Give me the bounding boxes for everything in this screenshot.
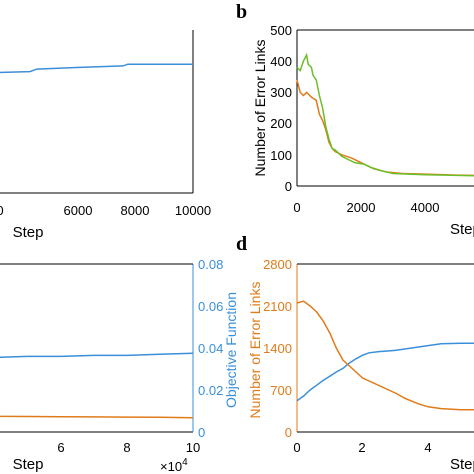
panel-c-xtick-10: 10 — [186, 440, 200, 455]
panel-a-series-line-0 — [0, 63, 193, 74]
panel-c: 0.08 0.06 0.04 0.02 0 Objective Function… — [0, 257, 239, 474]
panel-b-series-group — [296, 52, 474, 177]
panel-d-xtick-4: 4 — [424, 440, 431, 455]
panel-a-xtick-3: 10000 — [175, 203, 211, 218]
panel-d: d Number of Error Links 2800 2100 1400 7… — [236, 233, 474, 473]
panel-b-xtick-2000: 2000 — [347, 200, 376, 215]
panel-d-ytick-2100: 2100 — [263, 299, 292, 314]
panel-a-xtick-1: 6000 — [64, 203, 93, 218]
panel-c-xtick-8: 8 — [123, 440, 130, 455]
panel-a-xtick-2: 8000 — [121, 203, 150, 218]
panel-b-ytick-300: 300 — [270, 85, 292, 100]
panel-b-xtick-0: 0 — [293, 200, 300, 215]
panel-b-label: b — [236, 1, 247, 23]
panel-b-xlabel: Step — [450, 221, 474, 238]
panel-c-series-line-1 — [0, 415, 194, 419]
panel-b-ytick-500: 500 — [270, 23, 292, 38]
panel-c-rytick-0.04: 0.04 — [198, 341, 223, 356]
panel-c-series-line-0 — [0, 352, 194, 358]
panel-b-ytick-200: 200 — [270, 116, 292, 131]
panel-c-rytick-0: 0 — [198, 425, 205, 440]
panel-a-xlabel: Step — [13, 224, 44, 241]
panel-a-xtick-0: 0 — [0, 203, 4, 218]
panel-c-x-multiplier: ×104 — [160, 457, 188, 474]
panel-c-series-group — [0, 352, 194, 419]
panel-b-ytick-100: 100 — [270, 148, 292, 163]
panel-d-ytick-1400: 1400 — [263, 341, 292, 356]
panel-b-xtick-4000: 4000 — [411, 200, 440, 215]
panel-d-series-line-0 — [296, 342, 474, 402]
panel-d-label: d — [236, 233, 247, 255]
panel-c-rytick-0.02: 0.02 — [198, 383, 223, 398]
panel-d-ytick-2800: 2800 — [263, 257, 292, 272]
panel-b-series-line-1 — [296, 52, 474, 177]
panel-d-series-group — [296, 300, 474, 411]
panel-b-ytick-0: 0 — [285, 179, 292, 194]
panel-b: b Number of Error Links 500 400 300 200 … — [236, 1, 474, 238]
panel-d-xtick-2: 2 — [358, 440, 365, 455]
panel-c-xlabel: Step — [13, 456, 44, 473]
panel-b-series-line-0 — [296, 79, 474, 177]
panel-b-ytick-400: 400 — [270, 54, 292, 69]
panel-a-series-group — [0, 63, 193, 74]
panel-c-rytick-0.08: 0.08 — [198, 257, 223, 272]
panel-b-ylabel: Number of Error Links — [252, 40, 268, 177]
panel-d-ylabel: Number of Error Links — [247, 282, 263, 419]
panel-d-series-line-1 — [296, 300, 474, 411]
panel-c-rytick-0.06: 0.06 — [198, 299, 223, 314]
panel-d-xtick-0: 0 — [293, 440, 300, 455]
panel-c-right-ylabel: Objective Function — [223, 292, 239, 408]
panel-d-ytick-0: 0 — [285, 425, 292, 440]
panel-d-xlabel: Step — [450, 456, 474, 473]
panel-a: 0 6000 8000 10000 Step — [0, 30, 211, 241]
panel-c-xtick-6: 6 — [57, 440, 64, 455]
panel-d-ytick-700: 700 — [270, 383, 292, 398]
